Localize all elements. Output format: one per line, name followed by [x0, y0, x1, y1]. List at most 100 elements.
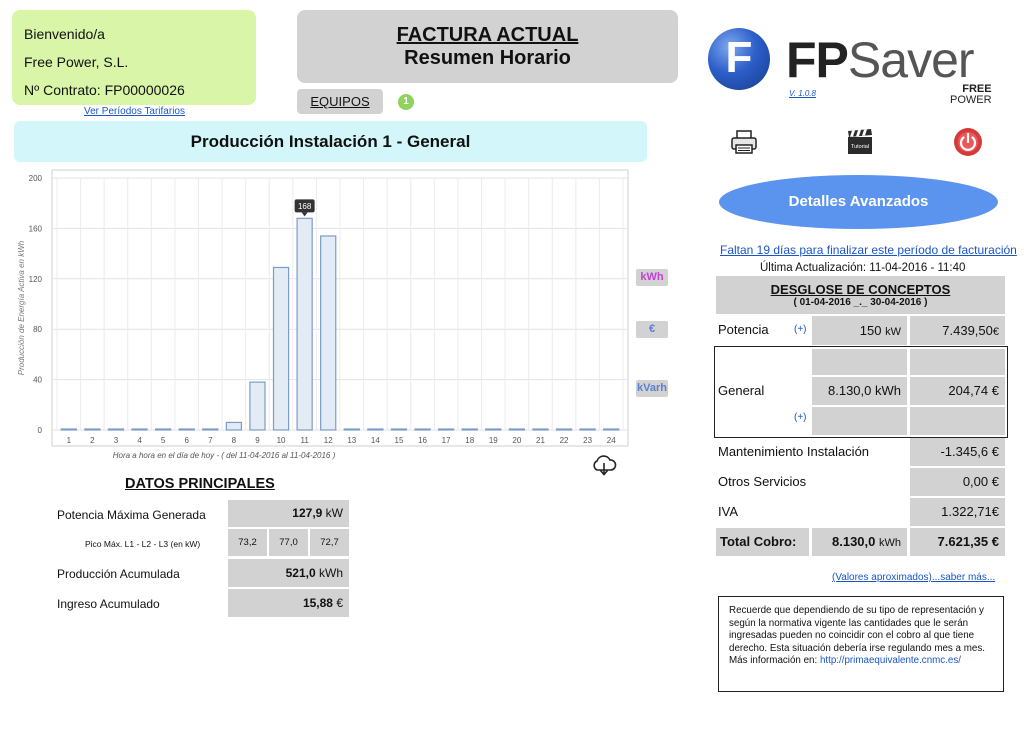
- x-tick-label: 3: [114, 436, 119, 445]
- ingreso-label: Ingreso Acumulado: [57, 597, 160, 611]
- potencia-expand-button[interactable]: (+): [794, 324, 807, 335]
- x-tick-label: 6: [184, 436, 189, 445]
- general-amount-cell: 204,74 €: [910, 377, 1005, 405]
- ingreso-value: 15,88: [302, 596, 333, 610]
- welcome-box: Bienvenido/a Free Power, S.L. Nº Contrat…: [12, 10, 256, 105]
- bar: [414, 428, 431, 431]
- equipos-count-badge: 1: [398, 94, 414, 110]
- bar: [225, 421, 243, 431]
- mantenimiento-label: Mantenimiento Instalación: [718, 444, 870, 459]
- equipos-button[interactable]: EQUIPOS: [297, 89, 383, 114]
- y-tick-label: 40: [33, 376, 42, 385]
- general-empty-cell: [910, 349, 1005, 375]
- otros-amount: 0,00: [962, 474, 989, 489]
- ingreso-cell: 15,88 €: [228, 589, 349, 617]
- y-tick-label: 120: [29, 275, 43, 284]
- bar: [296, 217, 313, 431]
- cloud-download-icon[interactable]: [591, 455, 617, 477]
- chart-x-axis-label: Hora a hora en el día de hoy - ( del 11-…: [113, 451, 336, 460]
- total-currency: €: [991, 534, 999, 549]
- general-empty-cell: [812, 349, 907, 375]
- kwh-toggle-button[interactable]: kWh: [636, 269, 668, 286]
- free-power-mark: FREE POWER: [950, 84, 992, 106]
- mantenimiento-amount: -1.345,6: [940, 444, 989, 459]
- x-tick-label: 13: [347, 436, 356, 445]
- welcome-greeting: Bienvenido/a: [24, 26, 105, 42]
- x-tick-label: 2: [90, 436, 95, 445]
- potencia-amount-cell: 7.439,50€: [910, 316, 1005, 345]
- bar: [508, 428, 526, 431]
- note-url-link[interactable]: http://primaequivalente.cnmc.es/: [819, 655, 961, 667]
- tutorial-label: Tutorial: [851, 144, 869, 150]
- tariff-periods-link[interactable]: Ver Períodos Tarifarios: [84, 106, 185, 117]
- general-expand-button[interactable]: (+): [794, 412, 807, 423]
- printer-icon[interactable]: [728, 126, 760, 158]
- desglose-header: DESGLOSE DE CONCEPTOS ( 01-04-2016 _._ 3…: [716, 276, 1005, 314]
- note-more-label: Más información en:: [729, 655, 818, 667]
- tooltip-arrow: [301, 212, 308, 217]
- approx-values-link[interactable]: (Valores aproximados)...saber más...: [832, 572, 996, 583]
- iva-currency: €: [991, 504, 999, 519]
- pico-l3: 72,7: [310, 529, 349, 556]
- bar: [178, 428, 195, 431]
- tooltip-box: [294, 199, 315, 213]
- brand-light: Saver: [847, 32, 975, 88]
- mantenimiento-currency: €: [991, 444, 999, 459]
- x-tick-label: 16: [418, 436, 427, 445]
- general-label: General: [718, 383, 765, 398]
- x-tick-label: 1: [67, 436, 72, 445]
- general-empty-cell: [910, 407, 1005, 435]
- bar: [485, 428, 502, 431]
- bar: [437, 428, 455, 431]
- bar: [107, 428, 125, 431]
- last-update: Última Actualización: 11-04-2016 - 11:40: [760, 262, 966, 274]
- iva-amount-cell: 1.322,71€: [910, 498, 1005, 526]
- general-block: [714, 346, 1008, 438]
- desglose-period: ( 01-04-2016 _._ 30-04-2016 ): [793, 297, 928, 308]
- advanced-details-button[interactable]: Detalles Avanzados: [719, 175, 998, 229]
- total-qty: 8.130,0: [832, 534, 876, 549]
- chart-bars: [60, 217, 620, 431]
- page-subtitle: Resumen Horario: [404, 47, 571, 69]
- x-tick-label: 19: [489, 436, 498, 445]
- potencia-qty-cell: 150 kW: [812, 316, 907, 345]
- total-amount: 7.621,35: [937, 534, 989, 549]
- chart-y-ticks: 0 40 80 120 160 200: [29, 174, 43, 435]
- x-tick-label: 11: [300, 436, 309, 445]
- bar: [461, 428, 478, 431]
- x-tick-label: 5: [161, 436, 166, 445]
- power-off-icon[interactable]: [952, 126, 984, 158]
- kvarh-toggle-button[interactable]: kVarh: [636, 380, 668, 397]
- pico-l2: 77,0: [269, 529, 308, 556]
- potencia-max-label: Potencia Máxima Generada: [57, 508, 206, 522]
- bar: [60, 428, 77, 431]
- page-header: FACTURA ACTUAL Resumen Horario: [297, 10, 678, 83]
- x-tick-label: 22: [560, 436, 569, 445]
- bar: [202, 428, 219, 431]
- potencia-max-cell: 127,9 kW: [228, 500, 349, 527]
- x-tick-label: 8: [232, 436, 237, 445]
- y-tick-label: 160: [29, 224, 43, 233]
- bar: [579, 428, 596, 431]
- total-label: Total Cobro:: [716, 528, 809, 556]
- brand-bold: FP: [786, 32, 849, 88]
- x-tick-label: 9: [255, 436, 260, 445]
- general-amount: 204,74: [948, 383, 989, 398]
- days-left-link[interactable]: Faltan 19 días para finalizar este perío…: [720, 243, 1017, 257]
- production-title: Producción Instalación 1 - General: [14, 121, 647, 162]
- total-unit: kWh: [879, 537, 901, 549]
- x-tick-label: 23: [583, 436, 592, 445]
- produccion-unit: kWh: [319, 566, 343, 580]
- x-tick-label: 7: [208, 436, 213, 445]
- company-name: Free Power, S.L.: [24, 54, 129, 70]
- euro-toggle-button[interactable]: €: [636, 321, 668, 338]
- version-link[interactable]: V. 1.0.8: [789, 89, 816, 98]
- tutorial-clapperboard-icon[interactable]: Tutorial: [844, 126, 876, 158]
- bar: [131, 428, 148, 431]
- tooltip-label: 168: [298, 202, 312, 211]
- iva-label: IVA: [718, 504, 738, 519]
- y-tick-label: 200: [29, 174, 43, 183]
- bar: [555, 428, 573, 431]
- bar: [154, 428, 172, 431]
- potencia-qty: 150: [859, 323, 882, 338]
